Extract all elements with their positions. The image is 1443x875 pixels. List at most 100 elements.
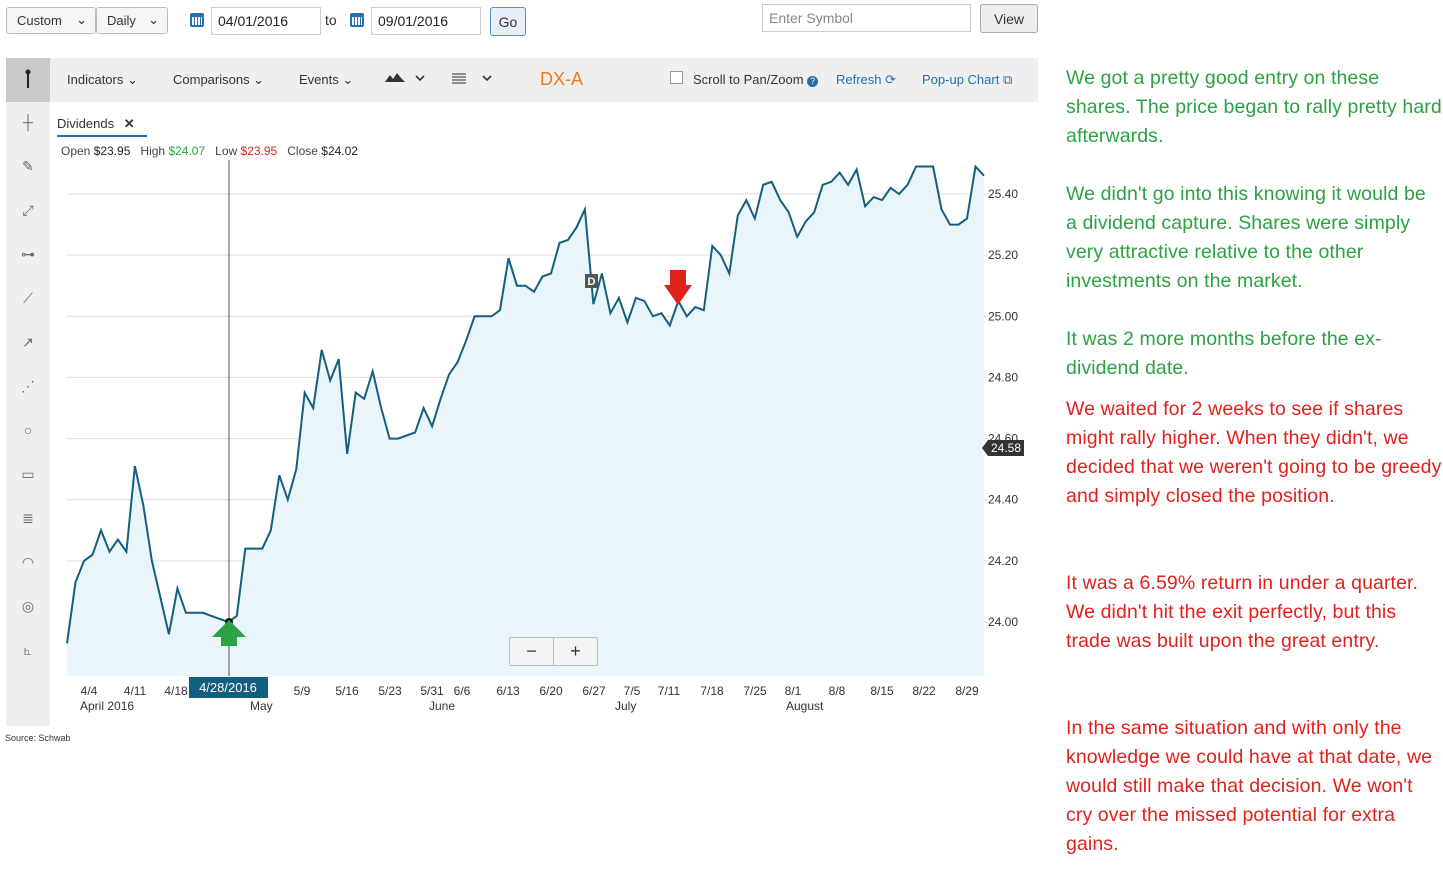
- x-tick-label: 4/11: [124, 684, 147, 698]
- x-tick-label: 6/27: [582, 684, 606, 698]
- y-tick-label: 25.40: [988, 187, 1018, 201]
- last-price-badge: [982, 440, 1024, 456]
- interval-select[interactable]: Daily ⌄: [96, 7, 168, 34]
- x-tick-label: 5/31: [420, 684, 444, 698]
- x-tick-label: 7/25: [743, 684, 767, 698]
- chevron-down-icon: ⌄: [342, 72, 354, 87]
- y-tick-label: 25.00: [988, 309, 1018, 323]
- rectangle-tool-icon[interactable]: ▭: [21, 466, 35, 482]
- crosshair-date-label: 4/28/2016: [199, 680, 257, 695]
- price-chart[interactable]: 24.0024.2024.4024.6024.8025.0025.2025.40…: [0, 0, 1040, 730]
- note-not-dividend-capture: We didn't go into this knowing it would …: [1066, 183, 1426, 292]
- dividend-marker-badge[interactable]: [585, 274, 598, 288]
- refresh-button[interactable]: Refresh ⟳: [836, 72, 897, 87]
- x-tick-label: 5/16: [335, 684, 359, 698]
- last-price-label: 24.58: [991, 441, 1021, 455]
- comparisons-menu[interactable]: Comparisons ⌄: [173, 72, 265, 87]
- price-area-fill: [67, 166, 984, 676]
- open-value: $23.95: [93, 144, 131, 158]
- x-tick-label: 4/18: [164, 684, 188, 698]
- crosshair-date-badge: [189, 677, 268, 698]
- popup-chart-button[interactable]: Pop-up Chart ⧉: [922, 72, 1013, 87]
- note-entry: We got a pretty good entry on these shar…: [1066, 67, 1442, 147]
- tab-underline: [57, 135, 147, 137]
- price-line: [66, 164, 985, 644]
- x-tick-label: 8/8: [829, 684, 846, 698]
- month-label: July: [615, 699, 636, 713]
- month-label: May: [250, 699, 273, 713]
- x-tick-label: 6/13: [496, 684, 520, 698]
- entry-arrow-icon: [212, 620, 246, 646]
- chevron-down-icon: ⌄: [148, 12, 159, 27]
- pointer-tool[interactable]: [6, 58, 50, 102]
- symbol-title: DX-A: [540, 69, 584, 89]
- low-value: $23.95: [240, 144, 278, 158]
- x-tick-label: 7/18: [700, 684, 724, 698]
- x-tick-label: 6/6: [454, 684, 471, 698]
- x-tick-label: 5/23: [378, 684, 402, 698]
- symbol-input[interactable]: Enter Symbol: [762, 4, 971, 32]
- y-tick-label: 24.80: [988, 370, 1018, 384]
- indicators-menu[interactable]: Indicators ⌄: [67, 72, 138, 87]
- y-tick-label: 25.20: [988, 248, 1018, 262]
- calendar-icon[interactable]: [190, 13, 204, 27]
- calendar-icon[interactable]: [350, 13, 364, 27]
- y-tick-label: 24.00: [988, 615, 1018, 629]
- ray-tool-icon[interactable]: ⟋: [23, 290, 33, 306]
- month-label: June: [429, 699, 455, 713]
- note-tool-icon[interactable]: ✎: [22, 158, 34, 174]
- zoom-controls: − +: [509, 637, 598, 666]
- events-menu[interactable]: Events ⌄: [299, 72, 354, 87]
- pointer-icon: [25, 69, 31, 88]
- chevron-down-icon: ⌄: [253, 72, 265, 87]
- zoom-in-button[interactable]: +: [570, 641, 581, 661]
- range-select[interactable]: Custom ⌄: [6, 7, 96, 34]
- horizontal-line-tool-icon[interactable]: ⊶: [21, 246, 35, 262]
- lines-icon: [452, 73, 492, 84]
- x-tick-label: 8/22: [912, 684, 936, 698]
- exit-arrow-icon: [664, 270, 692, 305]
- x-tick-label: 7/11: [658, 684, 681, 698]
- zoom-out-button[interactable]: −: [510, 638, 554, 665]
- start-date-input[interactable]: 04/01/2016: [211, 7, 321, 35]
- note-ex-dividend: It was 2 more months before the ex-divid…: [1066, 328, 1382, 379]
- external-window-icon: ⧉: [1002, 72, 1013, 87]
- arrow-tool-icon[interactable]: ↗: [22, 334, 34, 350]
- x-tick-label: 8/1: [785, 684, 802, 698]
- y-tick-label: 24.40: [988, 493, 1018, 507]
- tab-dividends[interactable]: Dividends ✕: [57, 116, 135, 131]
- crosshair-tool-icon[interactable]: ┼: [23, 114, 33, 130]
- chart-toolbar: Indicators ⌄ Comparisons ⌄ Events ⌄ DX-A…: [6, 58, 1038, 102]
- view-button[interactable]: View: [980, 4, 1038, 33]
- x-tick-label: 4/4: [81, 684, 98, 698]
- refresh-icon: ⟳: [885, 72, 897, 87]
- x-tick-label: 5/9: [294, 684, 311, 698]
- scroll-zoom-checkbox[interactable]: [670, 71, 683, 84]
- to-label: to: [325, 12, 337, 28]
- scroll-zoom-label: Scroll to Pan/Zoom ?: [693, 72, 819, 87]
- x-tick-label: 8/29: [955, 684, 979, 698]
- target-tool-icon[interactable]: ◎: [21, 598, 35, 614]
- circle-tool-icon[interactable]: ○: [23, 422, 33, 438]
- drawing-toolbar: ┼ ✎ ⤢ ⊶ ⟋ ↗ ⋰ ○ ▭ ≣ ◠ ◎ ⦜: [6, 58, 50, 726]
- ohlc-legend: Open $23.95 High $24.07 Low $23.95 Close…: [61, 144, 358, 158]
- channel-tool-icon[interactable]: ⋰: [21, 378, 35, 394]
- trendline-tool-icon[interactable]: ⤢: [22, 202, 34, 218]
- note-return: It was a 6.59% return in under a quarter…: [1066, 572, 1419, 652]
- chart-type-menu[interactable]: [384, 68, 428, 91]
- note-decision: In the same situation and with only the …: [1066, 717, 1433, 855]
- y-tick-label: 24.20: [988, 554, 1018, 568]
- help-icon[interactable]: ?: [807, 76, 819, 87]
- arc-tool-icon[interactable]: ◠: [21, 554, 35, 570]
- dividend-marker-label: D: [588, 276, 596, 288]
- end-date-input[interactable]: 09/01/2016: [371, 7, 481, 35]
- drawing-settings-menu[interactable]: [451, 68, 495, 91]
- note-exit: We waited for 2 weeks to see if shares m…: [1066, 398, 1442, 507]
- fibonacci-tool-icon[interactable]: ≣: [22, 510, 34, 526]
- close-icon[interactable]: ✕: [123, 116, 135, 131]
- go-button[interactable]: Go: [490, 7, 526, 36]
- mountain-chart-icon: [385, 73, 425, 82]
- source-label: Source: Schwab: [5, 733, 71, 743]
- month-label: April 2016: [80, 699, 134, 713]
- chart-tool-icon[interactable]: ⦜: [24, 642, 32, 658]
